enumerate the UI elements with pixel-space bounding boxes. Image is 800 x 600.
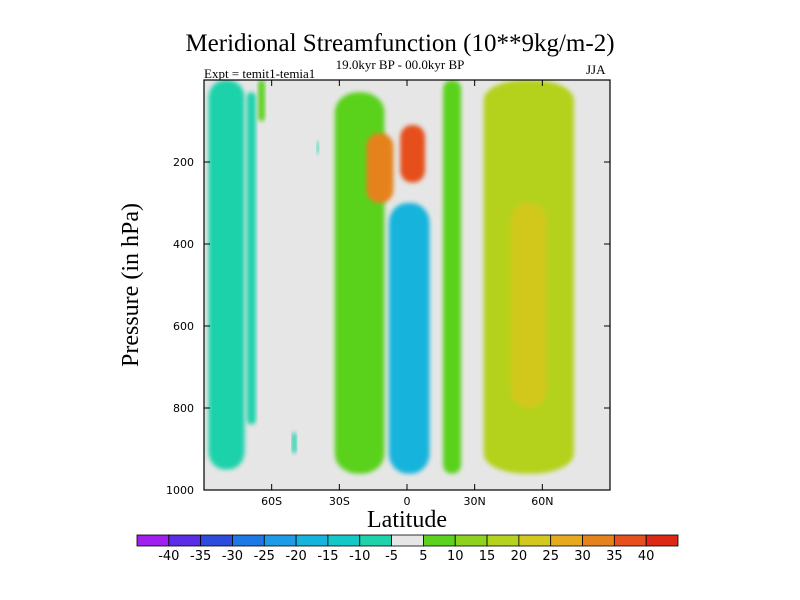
colorbar-label: 40 — [638, 549, 655, 564]
colorbar-swatch — [518, 534, 552, 547]
x-tick-label: 0 — [404, 495, 411, 508]
colorbar-label: 10 — [447, 549, 464, 564]
colorbar-label: 25 — [542, 549, 559, 564]
x-tick-label: 30N — [464, 495, 486, 508]
colorbar-swatch — [423, 534, 456, 547]
colorbar: -40 -35 -30 -25 -20 -15 -10 -5 5 10 15 20 25 30 35 40 — [136, 534, 679, 564]
colorbar-swatch — [168, 534, 202, 547]
y-tick-label: 600 — [173, 320, 194, 333]
chart-subtitle: 19.0kyr BP - 00.0kyr BP — [335, 57, 465, 72]
chart-title: Meridional Streamfunction (10**9kg/m-2) — [185, 30, 615, 57]
region-sh-upper-core — [366, 133, 394, 203]
colorbar-label: -20 — [286, 549, 307, 564]
colorbar-label: 15 — [479, 549, 496, 564]
region-sh-small-patch — [316, 141, 320, 154]
colorbar-swatch — [200, 534, 233, 547]
x-tick-label: 30S — [329, 495, 350, 508]
colorbar-swatch — [391, 534, 424, 547]
region-equatorial-upper-core — [400, 125, 426, 183]
colorbar-swatch — [613, 534, 647, 547]
y-tick-label: 1000 — [166, 484, 194, 497]
colorbar-label: 35 — [606, 549, 623, 564]
colorbar-label: -10 — [349, 549, 370, 564]
region-sh-low-patch — [291, 432, 297, 454]
colorbar-label: -15 — [317, 549, 338, 564]
y-tick-label: 800 — [173, 402, 194, 415]
colorbar-label: 30 — [574, 549, 591, 564]
x-tick-label: 60N — [531, 495, 553, 508]
region-sh-mid-negative-band — [246, 92, 256, 425]
colorbar-label: -25 — [254, 549, 275, 564]
region-sh-high-positive-strip — [258, 80, 265, 121]
y-axis: 200 400 600 800 1000 — [166, 156, 610, 497]
region-nh-tropical-positive-strip — [443, 80, 462, 474]
colorbar-swatch — [486, 534, 520, 547]
colorbar-swatch — [263, 534, 297, 547]
colorbar-swatch — [550, 534, 583, 547]
colorbar-label: 5 — [419, 549, 427, 564]
colorbar-swatch — [359, 534, 392, 547]
colorbar-swatch — [136, 534, 170, 547]
x-axis-label: Latitude — [367, 507, 447, 533]
region-southern-high-lat-negative — [208, 80, 245, 470]
y-axis-label: Pressure (in hPa) — [118, 203, 144, 367]
colorbar-swatch — [645, 534, 679, 547]
y-tick-label: 200 — [173, 156, 194, 169]
experiment-label: Expt = temit1-temia1 — [204, 66, 316, 81]
colorbar-label: -30 — [222, 549, 243, 564]
contour-regions — [208, 80, 574, 474]
x-tick-label: 60S — [261, 495, 282, 508]
colorbar-label: -5 — [385, 549, 398, 564]
colorbar-label: 20 — [511, 549, 528, 564]
x-axis: 60S 30S 0 30N 60N — [261, 80, 553, 508]
colorbar-swatch — [295, 534, 329, 547]
colorbar-swatch — [582, 534, 615, 547]
colorbar-swatch — [327, 534, 361, 547]
colorbar-label: -35 — [190, 549, 211, 564]
colorbar-swatch — [454, 534, 488, 547]
y-tick-label: 400 — [173, 238, 194, 251]
colorbar-label: -40 — [158, 549, 179, 564]
region-equatorial-negative-cell — [388, 203, 430, 474]
colorbar-swatch — [232, 534, 265, 547]
region-nh-midlat-core — [510, 203, 547, 408]
season-label: JJA — [586, 62, 606, 77]
